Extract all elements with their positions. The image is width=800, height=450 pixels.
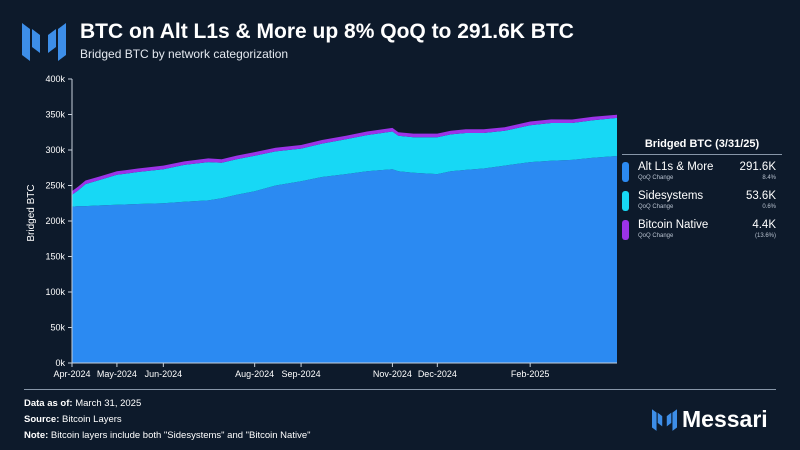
x-tick-label: Feb-2025 (511, 369, 550, 379)
x-tick-label: Apr-2024 (53, 369, 90, 379)
source-label: Source: (24, 414, 60, 425)
y-tick-label: 100k (45, 287, 65, 297)
y-tick-label: 200k (45, 216, 65, 226)
legend: Bridged BTC (3/31/25) Alt L1s & More QoQ… (622, 138, 782, 248)
page-title: BTC on Alt L1s & More up 8% QoQ to 291.6… (80, 20, 574, 43)
y-tick-label: 250k (45, 181, 65, 191)
x-tick-label: Jun-2024 (145, 369, 183, 379)
legend-change-value: (13.6%) (754, 233, 776, 239)
legend-label: Bitcoin Native (638, 219, 709, 231)
x-tick-label: May-2024 (97, 369, 137, 379)
y-tick-label: 150k (45, 252, 65, 262)
x-tick-label: Sep-2024 (282, 369, 321, 379)
legend-change-value: 0.6% (762, 204, 776, 210)
y-tick-label: 300k (45, 145, 65, 155)
legend-value: 53.6K (745, 190, 776, 202)
legend-swatch-sidesystems (622, 191, 629, 211)
asof-label: Data as of: (24, 398, 73, 409)
asof-value: March 31, 2025 (75, 398, 142, 409)
messari-brand-icon (652, 409, 677, 431)
legend-item-bitcoin-native: Bitcoin Native QoQ Change 4.4K (13.6%) (622, 219, 782, 245)
legend-swatch-alt-l1s (622, 162, 629, 182)
y-tick-label: 0k (55, 358, 65, 368)
source-value: Bitcoin Layers (62, 414, 122, 425)
legend-value: 4.4K (752, 219, 776, 231)
legend-value: 291.6K (739, 161, 776, 173)
x-tick-label: Nov-2024 (373, 369, 412, 379)
legend-change-label: QoQ Change (638, 175, 674, 181)
legend-swatch-bitcoin-native (622, 220, 629, 240)
legend-item-sidesystems: Sidesystems QoQ Change 53.6K 0.6% (622, 190, 782, 216)
legend-label: Sidesystems (638, 190, 704, 202)
legend-title: Bridged BTC (3/31/25) (622, 138, 782, 155)
series-area-sidesystems (72, 117, 617, 207)
y-axis-label: Bridged BTC (26, 184, 37, 241)
x-tick-label: Aug-2024 (235, 369, 274, 379)
series-area-bitcoin-native (72, 114, 617, 195)
stacked-area-chart: Bridged BTC 0k 50k 100k 150k 200k 250k 300k 350… (26, 74, 617, 379)
legend-item-alt-l1s: Alt L1s & More QoQ Change 291.6K 8.4% (622, 161, 782, 187)
legend-label: Alt L1s & More (638, 161, 714, 173)
legend-change-label: QoQ Change (638, 204, 674, 210)
series-area-alt-l1s-more (72, 156, 617, 363)
y-tick-label: 350k (45, 110, 65, 120)
page-subtitle: Bridged BTC by network categorization (80, 47, 289, 61)
legend-change-value: 8.4% (762, 175, 776, 181)
footer-asof: Data as of: March 31, 2025 (24, 398, 141, 409)
footer-note: Note: Bitcoin layers include both "Sides… (24, 430, 310, 441)
footer-divider (24, 389, 776, 390)
x-tick-label: Dec-2024 (418, 369, 457, 379)
note-value: Bitcoin layers include both "Sidesystems… (50, 430, 311, 441)
brand-name: Messari (682, 406, 768, 432)
brand-logo: Messari (652, 404, 782, 436)
legend-change-label: QoQ Change (638, 233, 674, 239)
messari-logo-icon (22, 23, 66, 61)
footer-source: Source: Bitcoin Layers (24, 414, 122, 425)
note-label: Note: (24, 430, 49, 441)
y-tick-label: 50k (50, 323, 65, 333)
y-tick-label: 400k (45, 74, 65, 84)
